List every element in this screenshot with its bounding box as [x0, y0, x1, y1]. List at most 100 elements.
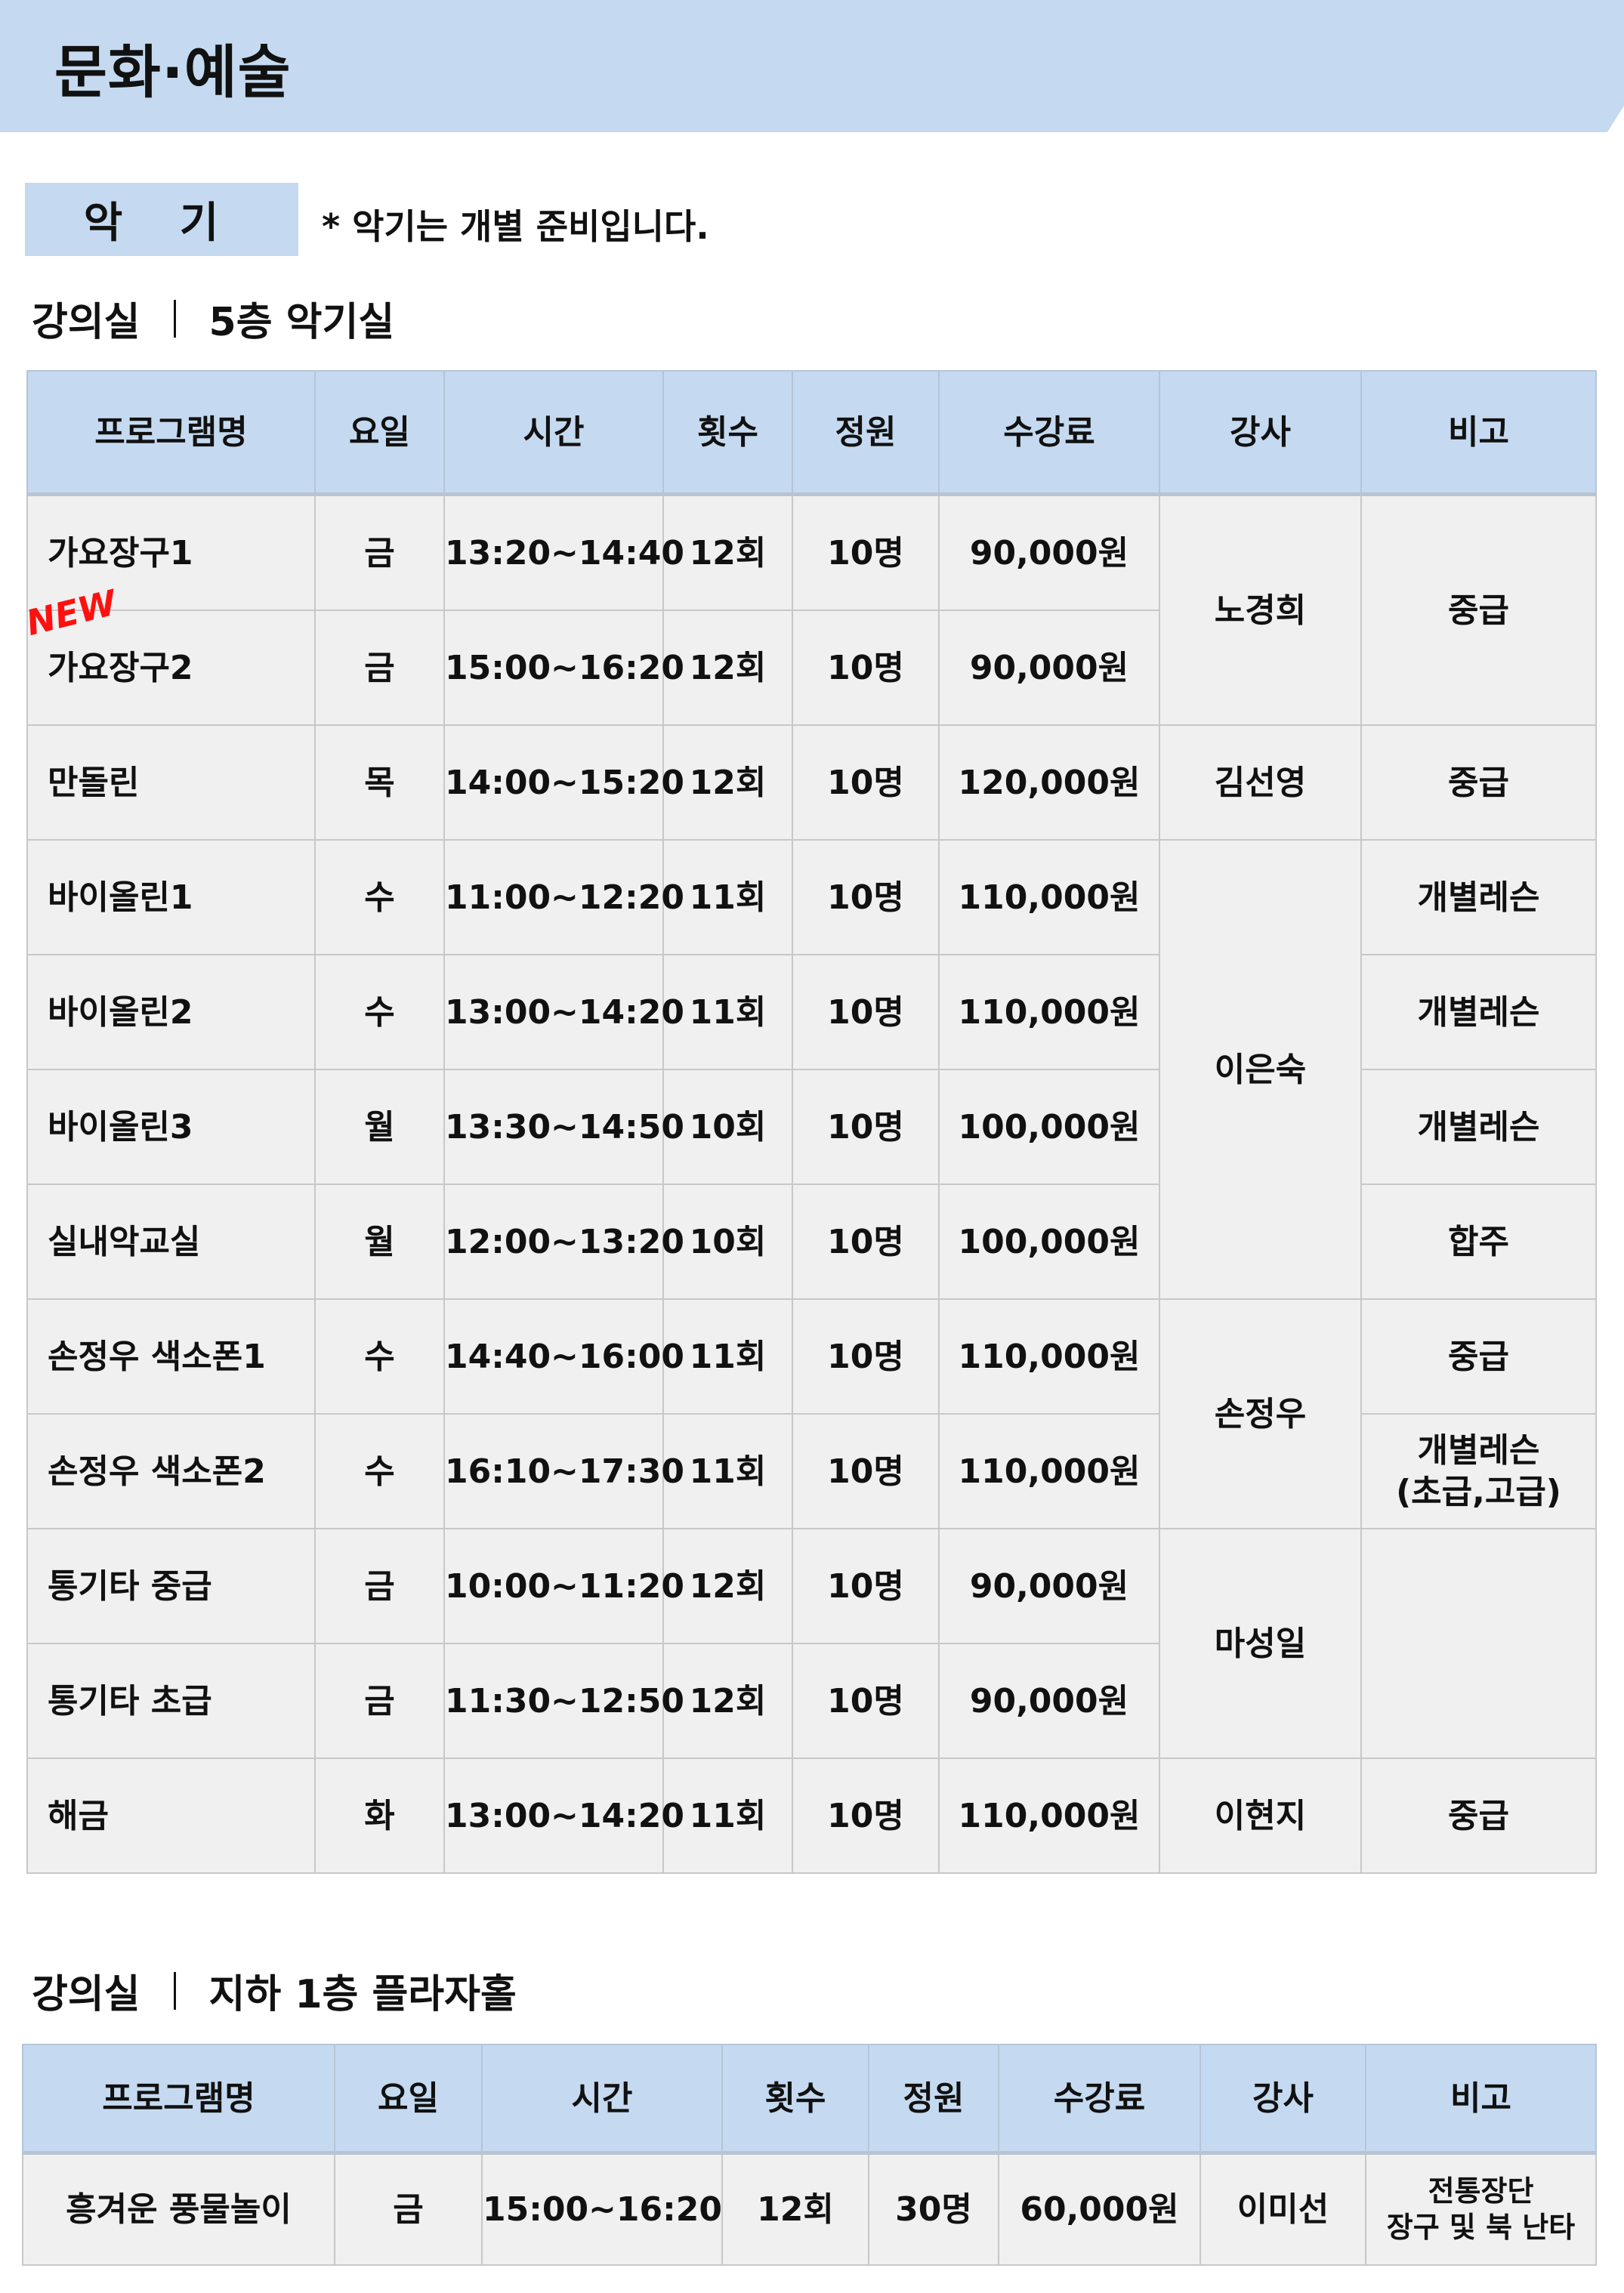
- cell-capacity-text: 10명: [827, 992, 904, 1032]
- cell-capacity: 10명: [792, 1184, 940, 1300]
- cell-day: 목: [314, 724, 445, 841]
- cell-day-text: 월: [364, 1222, 395, 1261]
- cell-capacity: 10명: [792, 493, 940, 611]
- cell-time-text: 14:40~16:00: [445, 1337, 684, 1376]
- cell-instructor: 노경희: [1159, 493, 1362, 726]
- cell-sessions-text: 11회: [689, 1796, 767, 1835]
- cell-capacity: 10명: [792, 1413, 940, 1529]
- cell-time: 14:40~16:00: [443, 1298, 684, 1415]
- table-row: 통기타 초급 금 11:30~12:50 12회 10명 90,000원: [26, 1643, 1596, 1759]
- cell-program-text: 바이올린1: [48, 878, 193, 917]
- schedule-table-5f: 프로그램명 요일 시간 횟수 정원 수강료 강사 비고 가요장구1 금 13:20~14:40 12…: [22, 370, 1597, 1874]
- room-label: 강의실: [32, 1972, 140, 2017]
- cell-capacity-text: 10명: [827, 1222, 904, 1261]
- cell-fee: 110,000원: [938, 1413, 1160, 1529]
- cell-day-text: 수: [364, 1337, 395, 1376]
- table-row: 만돌린 목 14:00~15:20 12회 10명 120,000원 김선영 중급: [26, 724, 1597, 841]
- cell-program: 통기타 초급: [26, 1643, 316, 1759]
- cell-capacity-text: 10명: [827, 648, 904, 687]
- cell-time: 13:30~14:50: [443, 1069, 684, 1185]
- cell-time: 13:00~14:20: [443, 1758, 684, 1874]
- cell-remark: 개별레슨: [1360, 839, 1597, 955]
- cell-capacity-text: 10명: [827, 533, 904, 572]
- cell-day-text: 금: [364, 1681, 395, 1721]
- cell-fee: 110,000원: [938, 839, 1160, 955]
- cell-remark: 개별레슨: [1360, 954, 1597, 1070]
- cell-program: 손정우 색소폰2: [26, 1413, 316, 1529]
- cell-program: 바이올린2: [26, 954, 316, 1070]
- room-name: 5층 악기실: [208, 300, 395, 345]
- cell-program: 만돌린: [26, 724, 316, 841]
- cell-program-text: 손정우 색소폰1: [48, 1337, 266, 1376]
- table-row: 바이올린3 월 13:30~14:50 10회 10명 100,000원 개별레슨: [26, 1069, 1597, 1185]
- cell-day-text: 화: [364, 1796, 395, 1835]
- cell-fee: 120,000원: [938, 724, 1160, 841]
- cell-time-text: 11:00~12:20: [445, 878, 684, 917]
- cell-day: 월: [314, 1184, 445, 1300]
- cell-fee: 110,000원: [938, 954, 1160, 1070]
- cell-fee-text: 90,000원: [969, 1566, 1129, 1606]
- cell-time: 16:10~17:30: [443, 1413, 684, 1529]
- cell-fee-text: 100,000원: [958, 1222, 1141, 1261]
- cell-program-text: 통기타 중급: [48, 1566, 212, 1606]
- cell-sessions-text: 12회: [689, 648, 767, 687]
- cell-sessions-text: 11회: [689, 1337, 767, 1376]
- cell-capacity-text: 10명: [827, 1681, 904, 1721]
- column-header: 시간: [481, 2044, 723, 2155]
- cell-day: 수: [314, 1298, 445, 1415]
- cell-remark: 합주: [1360, 1184, 1597, 1300]
- cell-day-text: 금: [364, 533, 395, 572]
- cell-sessions-text: 12회: [689, 763, 767, 802]
- cell-day: 금: [314, 1643, 445, 1759]
- table-row: 바이올린2 수 13:00~14:20 11회 10명 110,000원 개별레슨: [26, 954, 1597, 1070]
- cell-program: 손정우 색소폰1: [26, 1298, 316, 1415]
- page-title: 문화·예술: [54, 39, 292, 106]
- cell-time-text: 15:00~16:20: [445, 648, 684, 687]
- table-row: 손정우 색소폰1 수 14:40~16:00 11회 10명 110,000원 손정우 중급: [26, 1298, 1597, 1529]
- cell-fee-text: 110,000원: [958, 992, 1141, 1032]
- column-header: 횟수: [721, 2044, 869, 2155]
- table-row: 가요장구2 NEW 금 15:00~16:20 12회 10명 90,000원: [22, 582, 1596, 726]
- cell-fee: 60,000원: [998, 2152, 1201, 2266]
- column-header: 수강료: [998, 2044, 1201, 2155]
- column-header: 강사: [1199, 2044, 1366, 2155]
- cell-capacity-text: 10명: [827, 1796, 904, 1835]
- cell-fee-text: 110,000원: [958, 1796, 1141, 1835]
- cell-fee-text: 90,000원: [969, 648, 1129, 687]
- cell-capacity-text: 10명: [827, 878, 904, 917]
- cell-fee-text: 100,000원: [958, 1107, 1141, 1146]
- cell-instructor: 손정우: [1159, 1298, 1362, 1529]
- cell-time-text: 13:20~14:40: [445, 533, 684, 572]
- cell-sessions: 12회: [662, 1643, 793, 1759]
- cell-day: 금: [314, 493, 445, 611]
- cell-time: 10:00~11:20: [443, 1528, 684, 1644]
- room-name: 지하 1층 플라자홀: [208, 1972, 517, 2017]
- cell-sessions: 11회: [662, 954, 793, 1070]
- cell-time-text: 13:00~14:20: [445, 1796, 684, 1835]
- cell-day-text: 수: [364, 1452, 395, 1491]
- cell-day: 금: [334, 2152, 483, 2266]
- cell-instructor: 김선영: [1159, 724, 1362, 841]
- cell-program-text: 바이올린3: [48, 1107, 193, 1146]
- cell-instructor: 마성일: [1159, 1528, 1362, 1759]
- cell-time-text: 12:00~13:20: [445, 1222, 684, 1261]
- cell-capacity: 10명: [792, 1069, 940, 1185]
- cell-sessions-text: 12회: [689, 1566, 767, 1606]
- table-row: 손정우 색소폰2 수 16:10~17:30 11회 10명 110,000원 개별레슨 (…: [26, 1413, 1597, 1529]
- column-header: 요일: [334, 2044, 483, 2155]
- cell-capacity: 10명: [792, 1643, 940, 1759]
- cell-sessions-text: 11회: [689, 878, 767, 917]
- cell-time-text: 11:30~12:50: [445, 1681, 684, 1721]
- cell-fee-text: 110,000원: [958, 1452, 1141, 1491]
- cell-fee: 100,000원: [938, 1184, 1160, 1300]
- cell-day: 화: [314, 1758, 445, 1874]
- divider: [173, 1971, 176, 2010]
- cell-capacity-text: 10명: [827, 1566, 904, 1606]
- cell-instructor: 이은숙: [1159, 839, 1362, 1300]
- cell-program: 실내악교실: [26, 1184, 316, 1300]
- table-row: 바이올린1 수 11:00~12:20 11회 10명 110,000원 이은숙 개별레슨: [26, 839, 1597, 1300]
- cell-capacity: 10명: [792, 610, 940, 726]
- table-row: 실내악교실 월 12:00~13:20 10회 10명 100,000원 합주: [26, 1184, 1597, 1300]
- cell-remark: 중급: [1360, 493, 1597, 726]
